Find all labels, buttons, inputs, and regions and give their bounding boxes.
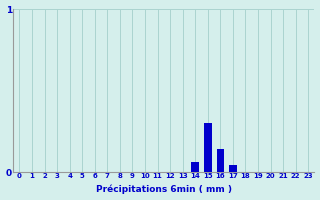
X-axis label: Précipitations 6min ( mm ): Précipitations 6min ( mm ) bbox=[96, 185, 232, 194]
Bar bbox=[229, 165, 236, 172]
Bar bbox=[191, 162, 199, 172]
Bar bbox=[217, 149, 224, 172]
Bar bbox=[204, 123, 212, 172]
